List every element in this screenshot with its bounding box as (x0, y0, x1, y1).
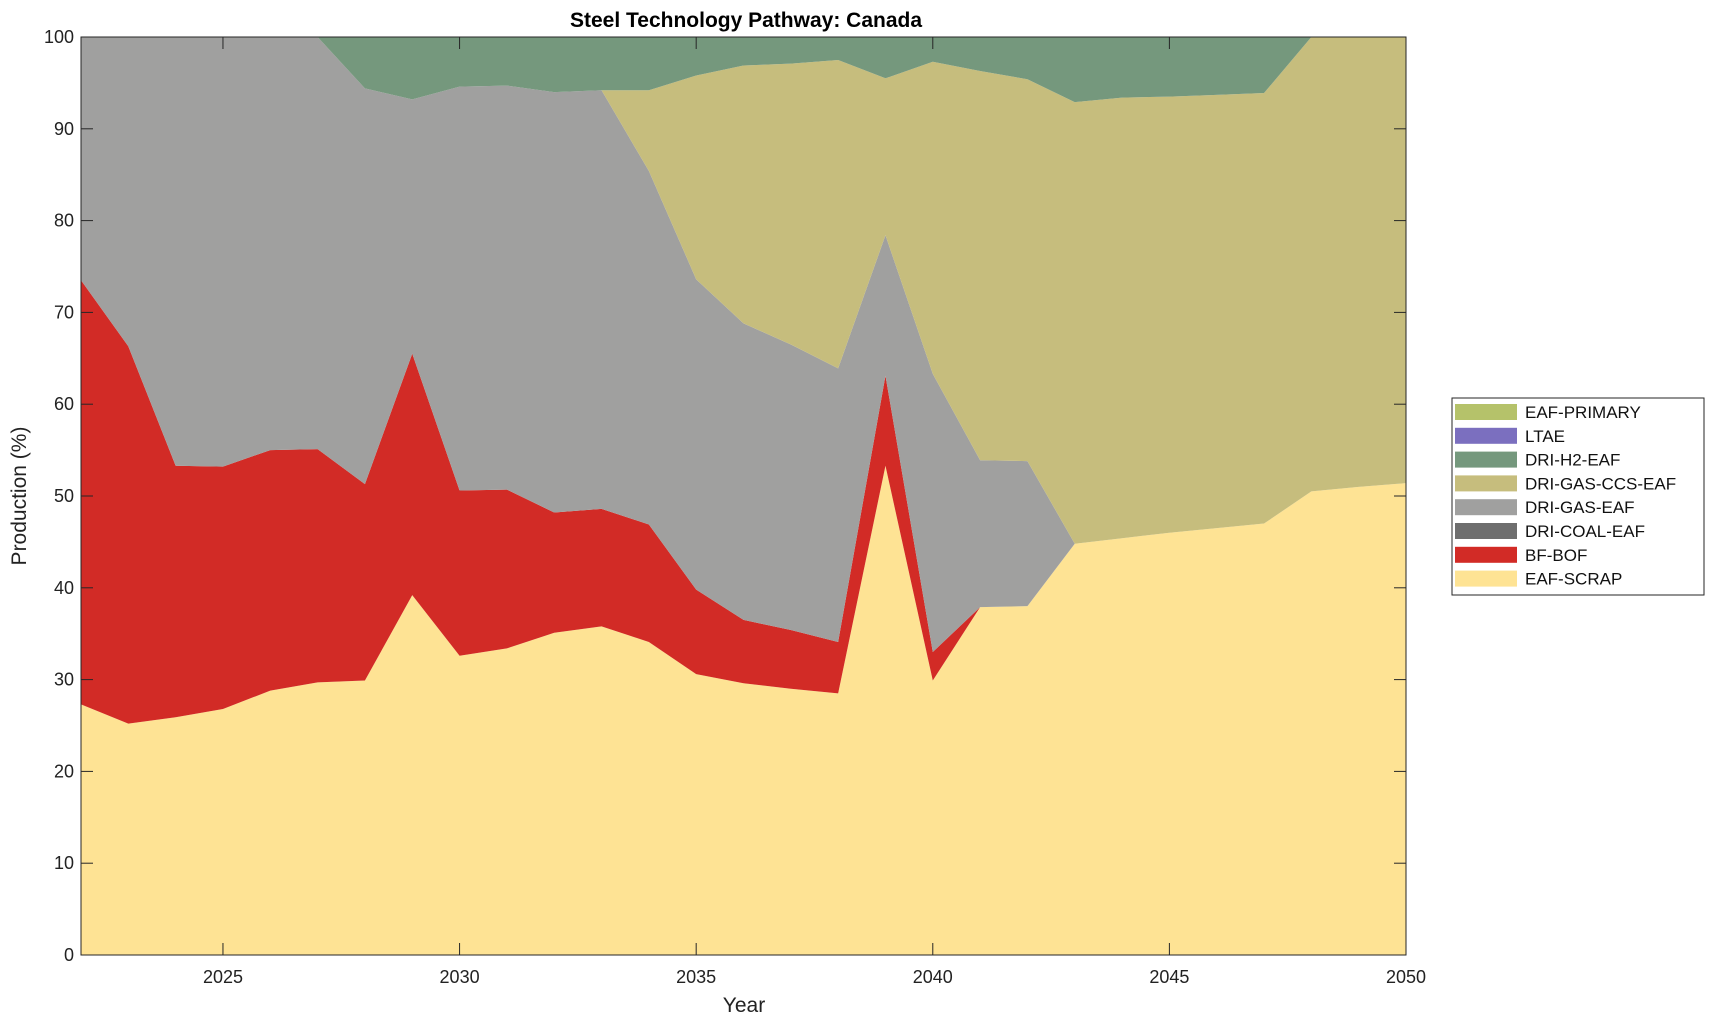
x-tick-label: 2035 (676, 967, 716, 987)
legend: EAF-PRIMARY LTAE DRI-H2-EAF DRI-GAS-CCS-EAF… (1451, 397, 1705, 596)
y-tick-label: 100 (44, 27, 74, 47)
y-tick-label: 80 (54, 211, 74, 231)
legend-swatch-ltae (1455, 427, 1517, 444)
area-dri-h2-eaf (81, 37, 1406, 103)
area-dri-gas-ccs-eaf (81, 37, 1406, 544)
y-tick-label: 30 (54, 670, 74, 690)
legend-label-eaf-primary: EAF-PRIMARY (1525, 403, 1641, 422)
legend-swatch-eaf-primary (1455, 404, 1517, 420)
legend-label-bf-bof: BF-BOF (1525, 546, 1587, 565)
x-tick-label: 2025 (203, 967, 243, 987)
area-eaf-scrap (81, 465, 1406, 955)
legend-swatch-dri-h2-eaf (1455, 451, 1517, 468)
y-tick-label: 60 (54, 394, 74, 414)
legend-swatch-dri-gas-ccs-eaf (1455, 475, 1517, 492)
y-tick-label: 0 (64, 945, 74, 965)
chart-title: Steel Technology Pathway: Canada (570, 9, 922, 32)
area-dri-gas-eaf (81, 37, 1406, 653)
y-tick-label: 10 (54, 853, 74, 873)
legend-label-dri-h2-eaf: DRI-H2-EAF (1525, 451, 1620, 470)
legend-label-eaf-scrap: EAF-SCRAP (1525, 570, 1622, 589)
y-tick-label: 20 (54, 761, 74, 781)
legend-swatch-bf-bof (1455, 546, 1517, 563)
legend-label-dri-coal-eaf: DRI-COAL-EAF (1525, 522, 1645, 541)
legend-swatch-eaf-scrap (1455, 570, 1517, 587)
x-tick-label: 2040 (913, 967, 953, 987)
y-axis-label: Production (%) (8, 427, 31, 566)
legend-swatch-dri-coal-eaf (1455, 523, 1517, 539)
legend-label-dri-gas-ccs-eaf: DRI-GAS-CCS-EAF (1525, 474, 1676, 493)
legend-label-ltae: LTAE (1525, 427, 1565, 446)
axis-ticks: 2025 2030 2035 2040 2045 20500102030405060708… (44, 27, 1426, 987)
y-tick-label: 70 (54, 302, 74, 322)
plot-frame (80, 36, 1407, 956)
x-axis-label: Year (723, 994, 765, 1017)
legend-swatch-dri-gas-eaf (1455, 499, 1517, 516)
area-layers (81, 37, 1406, 955)
legend-box (1451, 397, 1705, 596)
x-tick-label: 2045 (1149, 967, 1189, 987)
x-tick-label: 2050 (1386, 967, 1426, 987)
area-bf-bof (81, 280, 1406, 724)
legend-label-dri-gas-eaf: DRI-GAS-EAF (1525, 498, 1635, 517)
x-tick-label: 2030 (440, 967, 480, 987)
y-tick-label: 90 (54, 119, 74, 139)
y-tick-label: 50 (54, 486, 74, 506)
y-tick-label: 40 (54, 578, 74, 598)
